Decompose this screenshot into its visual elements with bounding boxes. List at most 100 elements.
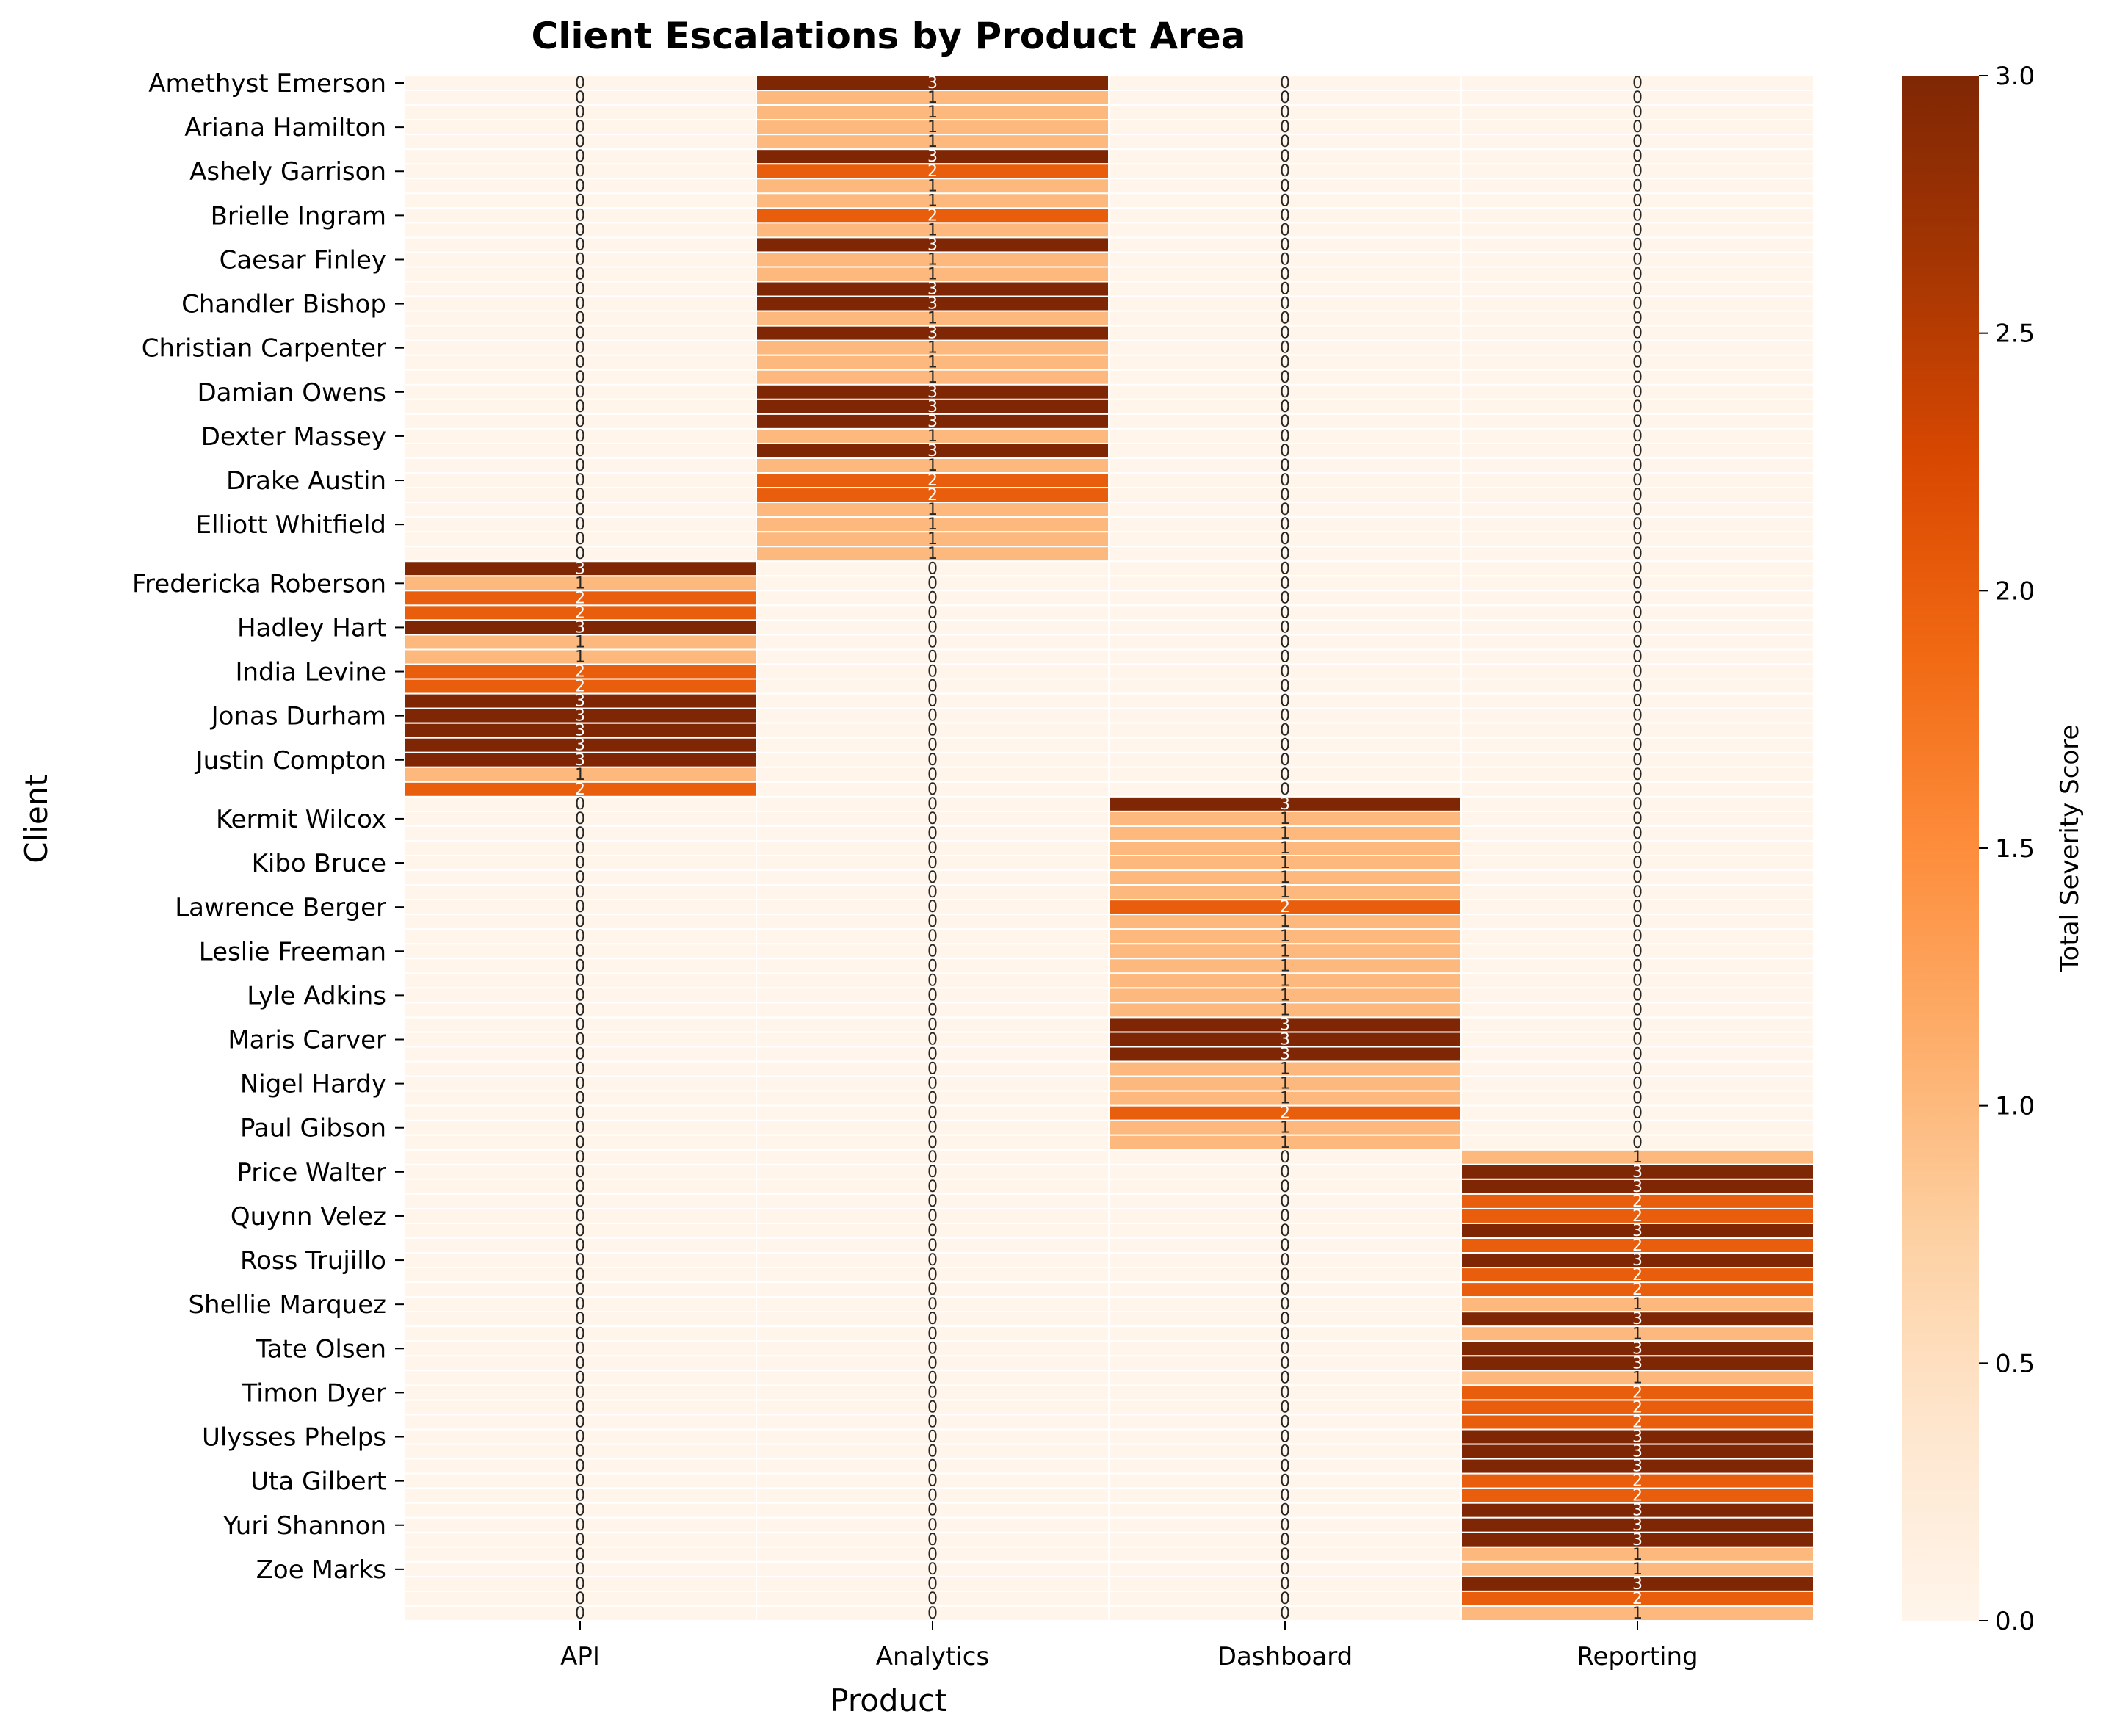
x-tick-label: Dashboard — [1217, 1642, 1353, 1671]
cell-annotation: 0 — [927, 1443, 938, 1461]
cell-annotation: 0 — [1280, 310, 1290, 328]
cell-annotation: 0 — [1632, 854, 1643, 872]
cell-annotation: 1 — [927, 118, 938, 137]
cell-annotation: 2 — [575, 781, 585, 799]
cell-annotation: 1 — [927, 516, 938, 534]
cell-annotation: 0 — [1280, 1384, 1290, 1402]
cell-annotation: 0 — [1280, 1193, 1290, 1211]
cell-annotation: 0 — [1632, 1134, 1643, 1152]
cell-annotation: 0 — [1280, 1222, 1290, 1240]
cell-annotation: 0 — [1632, 810, 1643, 828]
cell-annotation: 1 — [927, 427, 938, 446]
cell-annotation: 2 — [927, 471, 938, 490]
cell-annotation: 0 — [927, 692, 938, 711]
cell-annotation: 0 — [1280, 1369, 1290, 1387]
cell-annotation: 0 — [1280, 74, 1290, 93]
cell-annotation: 0 — [575, 1487, 585, 1505]
cell-annotation: 0 — [575, 942, 585, 961]
cell-annotation: 0 — [1280, 648, 1290, 667]
cell-annotation: 0 — [1632, 663, 1643, 681]
cell-annotation: 0 — [575, 325, 585, 343]
cell-annotation: 0 — [1280, 781, 1290, 799]
cell-annotation: 1 — [927, 501, 938, 519]
cell-annotation: 0 — [927, 1016, 938, 1034]
cell-annotation: 1 — [927, 177, 938, 195]
cell-annotation: 1 — [927, 354, 938, 372]
cell-annotation: 3 — [927, 442, 938, 460]
y-tick-label: Kibo Bruce — [252, 849, 386, 878]
cell-annotation: 0 — [927, 883, 938, 902]
cell-annotation: 1 — [927, 545, 938, 563]
cell-annotation: 0 — [575, 1222, 585, 1240]
cell-annotation: 0 — [927, 1575, 938, 1594]
heatmap-cells — [403, 75, 1814, 1622]
cell-annotation: 0 — [575, 883, 585, 902]
cell-annotation: 0 — [927, 972, 938, 990]
y-tick-label: Nigel Hardy — [240, 1070, 386, 1099]
cell-annotation: 0 — [575, 927, 585, 946]
cell-annotation: 0 — [1632, 325, 1643, 343]
cell-annotation: 2 — [1632, 1590, 1643, 1608]
cell-annotation: 0 — [1632, 781, 1643, 799]
cell-annotation: 0 — [1280, 692, 1290, 711]
y-tick-label: Lawrence Berger — [175, 893, 386, 922]
cell-annotation: 0 — [1280, 250, 1290, 269]
cell-annotation: 0 — [1280, 457, 1290, 475]
cell-annotation: 0 — [927, 604, 938, 622]
cell-annotation: 0 — [575, 1030, 585, 1049]
cell-annotation: 0 — [1632, 618, 1643, 637]
cell-annotation: 0 — [1280, 766, 1290, 784]
cell-annotation: 1 — [1632, 1149, 1643, 1167]
cell-annotation: 1 — [1632, 1546, 1643, 1564]
colorbar-ticks: 0.0 0.5 1.0 1.5 2.0 2.5 3.0 — [1979, 62, 2035, 1636]
cell-annotation: 0 — [1632, 633, 1643, 651]
cell-annotation: 0 — [575, 1163, 585, 1182]
cell-annotation: 3 — [575, 722, 585, 740]
y-tick-label: Caesar Finley — [220, 245, 386, 275]
cell-annotation: 1 — [1280, 1060, 1290, 1079]
y-tick-label: Christian Carpenter — [142, 334, 386, 364]
y-tick-label: Lyle Adkins — [247, 981, 386, 1010]
cell-annotation: 0 — [1632, 369, 1643, 387]
cell-annotation: 0 — [927, 1560, 938, 1579]
cell-annotation: 0 — [1632, 1030, 1643, 1049]
cell-annotation: 0 — [1280, 1516, 1290, 1535]
cell-annotation: 0 — [575, 177, 585, 195]
cell-annotation: 0 — [927, 1413, 938, 1431]
cell-annotation: 0 — [1280, 530, 1290, 549]
x-tick-label: API — [560, 1642, 600, 1671]
cell-annotation: 0 — [1280, 354, 1290, 372]
cell-annotation: 0 — [927, 795, 938, 814]
cell-annotation: 0 — [1280, 192, 1290, 210]
cell-annotation: 0 — [575, 1060, 585, 1079]
cell-annotation: 3 — [927, 383, 938, 402]
cell-annotation: 0 — [1632, 118, 1643, 137]
cell-annotation: 0 — [575, 1295, 585, 1314]
cell-annotation: 0 — [575, 281, 585, 299]
cell-annotation: 3 — [1632, 1428, 1643, 1447]
cell-annotation: 0 — [927, 1030, 938, 1049]
cell-annotation: 0 — [575, 516, 585, 534]
cell-annotation: 0 — [575, 1090, 585, 1108]
cell-annotation: 0 — [575, 913, 585, 931]
cell-annotation: 0 — [1632, 133, 1643, 151]
cell-annotation: 0 — [1632, 74, 1643, 93]
cell-annotation: 0 — [1632, 1090, 1643, 1108]
cell-annotation: 0 — [1632, 957, 1643, 975]
cell-annotation: 1 — [1632, 1295, 1643, 1314]
cell-annotation: 0 — [1632, 530, 1643, 549]
cell-annotation: 1 — [1280, 1134, 1290, 1152]
cell-annotation: 2 — [1280, 1104, 1290, 1123]
cell-annotation: 0 — [575, 118, 585, 137]
colorbar-tick-label: 0.5 — [1995, 1349, 2035, 1378]
cell-annotation: 0 — [575, 957, 585, 975]
cell-annotation: 0 — [575, 1428, 585, 1447]
cell-annotation: 0 — [1280, 1546, 1290, 1564]
cell-annotation: 0 — [1280, 604, 1290, 622]
cell-annotation: 0 — [1632, 972, 1643, 990]
cell-annotation: 1 — [927, 133, 938, 151]
cell-annotation: 0 — [575, 1546, 585, 1564]
cell-annotation: 0 — [575, 162, 585, 181]
cell-annotation: 0 — [1280, 560, 1290, 578]
cell-annotation: 0 — [927, 927, 938, 946]
